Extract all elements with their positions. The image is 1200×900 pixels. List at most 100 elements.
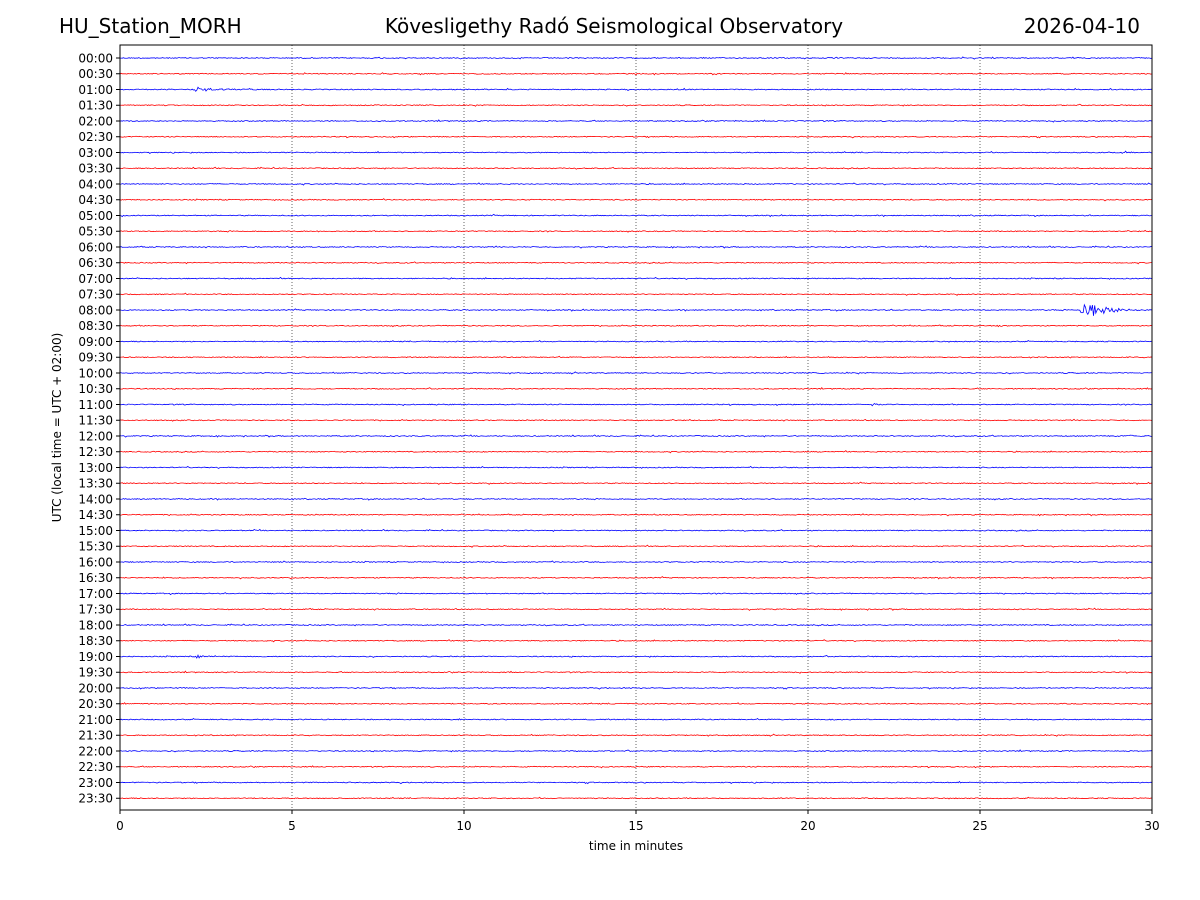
y-tick-label: 12:30 (78, 445, 113, 459)
trace-0030 (119, 72, 1153, 76)
y-tick-label: 22:00 (78, 744, 113, 758)
trace-0230 (119, 135, 1153, 139)
y-tick-label: 04:00 (78, 177, 113, 191)
trace-1830 (119, 639, 1153, 643)
trace-1630 (119, 576, 1153, 580)
trace-0730 (119, 292, 1153, 296)
trace-2300 (119, 780, 1153, 785)
trace-1900 (119, 654, 1153, 659)
trace-0330 (119, 166, 1153, 170)
trace-0000 (119, 56, 1153, 60)
y-tick-label: 19:00 (78, 650, 113, 664)
trace-2230 (119, 765, 1153, 769)
y-tick-label: 15:30 (78, 540, 113, 554)
trace-2200 (119, 749, 1153, 753)
y-tick-label: 20:00 (78, 681, 113, 695)
trace-1330 (119, 481, 1153, 485)
y-tick-label: 13:00 (78, 461, 113, 475)
station-title: HU_Station_MORH (59, 14, 242, 38)
y-tick-label: 07:30 (78, 288, 113, 302)
y-tick-label: 17:00 (78, 587, 113, 601)
trace-0130 (119, 103, 1153, 107)
y-tick-label: 19:30 (78, 666, 113, 680)
trace-1000 (119, 371, 1153, 375)
trace-1300 (119, 465, 1153, 469)
grid-lines (291, 45, 981, 810)
y-tick-label: 00:00 (78, 51, 113, 65)
trace-0100 (119, 86, 1153, 92)
x-tick-label: 20 (800, 819, 815, 833)
y-tick-label: 02:00 (78, 114, 113, 128)
trace-1100 (119, 402, 1153, 407)
y-tick-label: 11:00 (78, 398, 113, 412)
x-ticks: 0 5 10 15 20 25 30 (116, 810, 1160, 833)
y-tick-label: 23:00 (78, 776, 113, 790)
y-tick-label: 10:30 (78, 382, 113, 396)
trace-0930 (119, 355, 1153, 359)
x-axis-label: time in minutes (589, 839, 683, 853)
y-tick-label: 07:00 (78, 272, 113, 286)
y-tick-label: 21:00 (78, 713, 113, 727)
y-tick-label: 21:30 (78, 729, 113, 743)
x-tick-label: 5 (288, 819, 296, 833)
y-tick-label: 08:30 (78, 319, 113, 333)
trace-0530 (119, 229, 1153, 233)
plot-frame (119, 44, 1153, 811)
chart-title: Kövesligethy Radó Seismological Observat… (384, 14, 844, 38)
y-tick-label: 04:30 (78, 193, 113, 207)
y-tick-label: 00:30 (78, 67, 113, 81)
trace-2100 (119, 717, 1153, 721)
trace-1930 (119, 670, 1153, 674)
trace-1700 (119, 592, 1153, 596)
y-tick-label: 17:30 (78, 603, 113, 617)
y-tick-label: 05:00 (78, 209, 113, 223)
trace-2030 (119, 702, 1153, 705)
y-tick-label: 16:00 (78, 555, 113, 569)
trace-0400 (119, 182, 1153, 186)
trace-0300 (119, 150, 1153, 154)
x-tick-label: 15 (628, 819, 643, 833)
seismic-traces (119, 56, 1153, 800)
y-tick-label: 01:30 (78, 99, 113, 113)
y-tick-label: 03:00 (78, 146, 113, 160)
y-tick-label: 22:30 (78, 760, 113, 774)
y-tick-label: 13:30 (78, 477, 113, 491)
trace-0800 (119, 303, 1153, 316)
y-tick-label: 14:00 (78, 492, 113, 506)
y-tick-label: 18:30 (78, 634, 113, 648)
trace-2000 (119, 686, 1153, 690)
trace-1730 (119, 607, 1153, 611)
trace-1400 (119, 497, 1153, 501)
trace-2130 (119, 733, 1153, 737)
y-tick-label: 05:30 (78, 225, 113, 239)
trace-1530 (119, 544, 1153, 548)
y-tick-label: 20:30 (78, 697, 113, 711)
x-tick-label: 30 (1144, 819, 1159, 833)
y-tick-label: 11:30 (78, 414, 113, 428)
y-axis-label: UTC (local time = UTC + 02:00) (50, 333, 64, 523)
y-tick-label: 09:30 (78, 351, 113, 365)
y-tick-label: 14:30 (78, 508, 113, 522)
y-tick-label: 06:30 (78, 256, 113, 270)
y-tick-label: 02:30 (78, 130, 113, 144)
y-tick-label: 01:00 (78, 83, 113, 97)
trace-0200 (119, 119, 1153, 123)
trace-0830 (119, 324, 1153, 328)
y-tick-label: 08:00 (78, 303, 113, 317)
trace-2330 (119, 796, 1153, 800)
trace-0900 (119, 339, 1153, 343)
y-tick-label: 12:00 (78, 429, 113, 443)
y-tick-label: 15:00 (78, 524, 113, 538)
y-tick-label: 16:30 (78, 571, 113, 585)
y-tick-label: 23:30 (78, 792, 113, 806)
x-tick-label: 10 (456, 819, 471, 833)
trace-1500 (119, 528, 1153, 532)
y-tick-label: 18:00 (78, 618, 113, 632)
trace-0700 (119, 276, 1153, 280)
trace-1800 (119, 623, 1153, 627)
y-tick-label: 10:00 (78, 366, 113, 380)
trace-1600 (119, 560, 1153, 564)
y-tick-label: 03:30 (78, 162, 113, 176)
